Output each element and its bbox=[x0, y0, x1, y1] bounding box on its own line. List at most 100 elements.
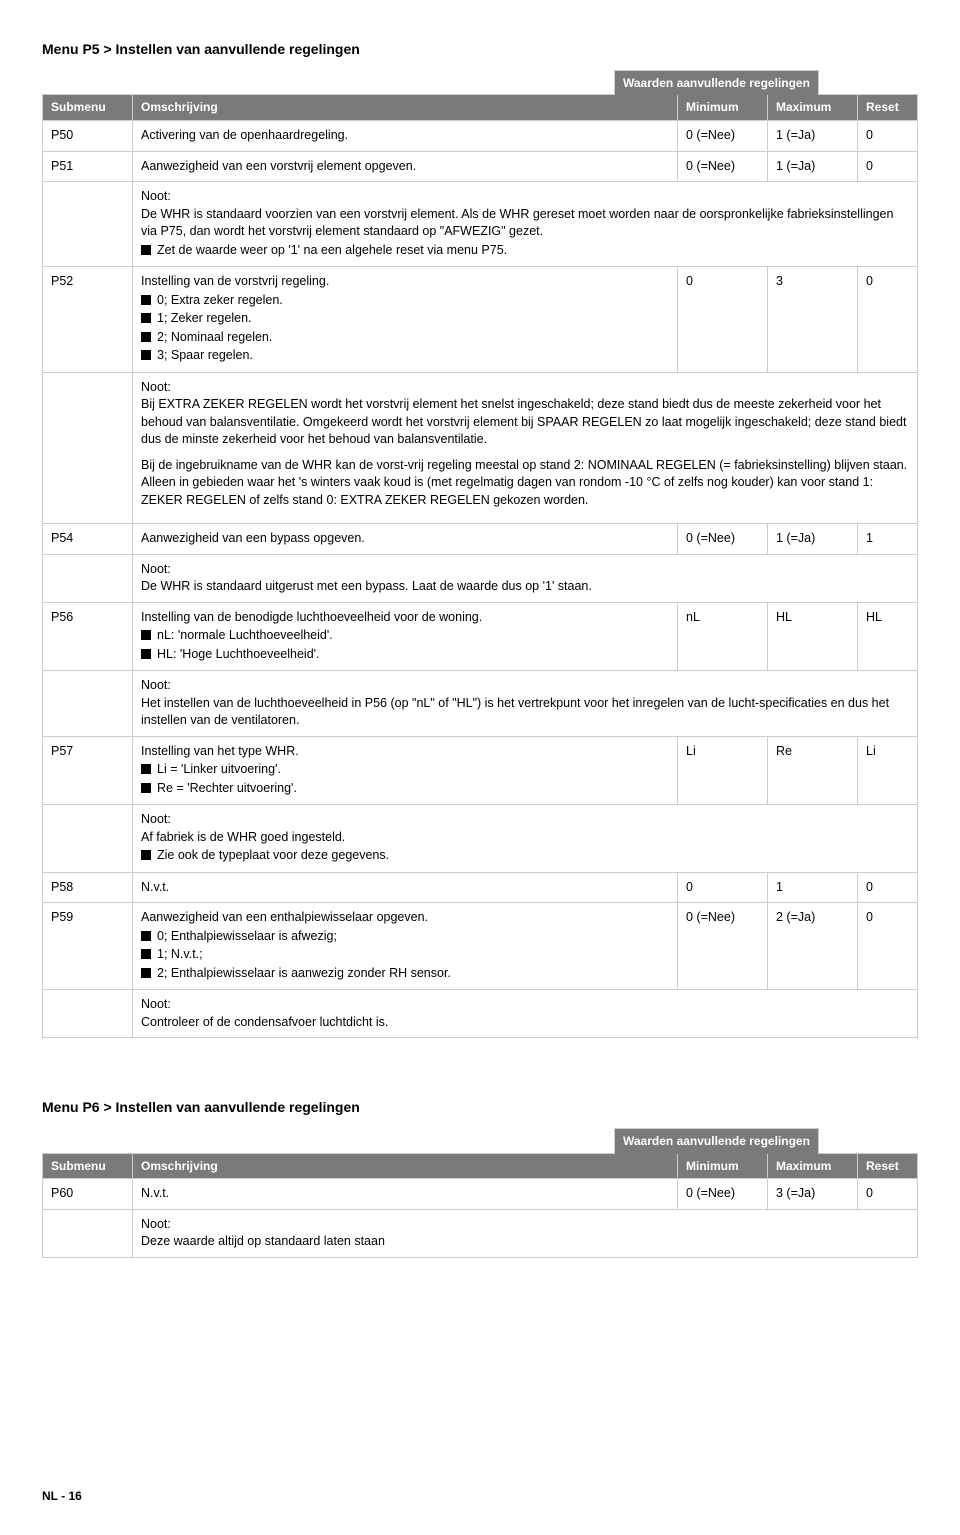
p52-b4: 3; Spaar regelen. bbox=[141, 347, 669, 365]
p6-waarden-wrap: Waarden aanvullende regelingen bbox=[614, 1128, 918, 1154]
p57-noot-b1: Zie ook de typeplaat voor deze gegevens. bbox=[141, 847, 909, 865]
p52-noot-body: Noot: Bij EXTRA ZEKER REGELEN wordt het … bbox=[133, 372, 918, 524]
p6-waarden-label: Waarden aanvullende regelingen bbox=[614, 1128, 819, 1154]
p56-noot-sub bbox=[43, 671, 133, 737]
p50-oms: Activering van de openhaardregeling. bbox=[133, 121, 678, 152]
p56-noot-label: Noot: bbox=[141, 677, 909, 695]
p54-min: 0 (=Nee) bbox=[678, 524, 768, 555]
p57-noot-t1: Af fabriek is de WHR goed ingesteld. bbox=[141, 829, 909, 847]
p59-b1: 0; Enthalpiewisselaar is afwezig; bbox=[141, 928, 669, 946]
p56-noot-t1: Het instellen van de luchthoeveelheid in… bbox=[141, 695, 909, 730]
row-p60: P60 N.v.t. 0 (=Nee) 3 (=Ja) 0 bbox=[43, 1179, 918, 1210]
p59-noot-label: Noot: bbox=[141, 996, 909, 1014]
hdr-reset: Reset bbox=[858, 95, 918, 121]
hdr-min: Minimum bbox=[678, 95, 768, 121]
row-p60-noot: Noot: Deze waarde altijd op standaard la… bbox=[43, 1209, 918, 1257]
p52-noot-label: Noot: bbox=[141, 379, 909, 397]
row-p56-noot: Noot: Het instellen van de luchthoeveelh… bbox=[43, 671, 918, 737]
p56-oms-text: Instelling van de benodigde luchthoeveel… bbox=[141, 609, 669, 627]
p58-reset: 0 bbox=[858, 872, 918, 903]
p60-min: 0 (=Nee) bbox=[678, 1179, 768, 1210]
p52-noot-sub bbox=[43, 372, 133, 524]
p50-min: 0 (=Nee) bbox=[678, 121, 768, 152]
p59-noot-t1: Controleer of de condensafvoer luchtdich… bbox=[141, 1014, 909, 1032]
p50-sub: P50 bbox=[43, 121, 133, 152]
p5-waarden-wrap: Waarden aanvullende regelingen bbox=[614, 70, 918, 96]
p60-sub: P60 bbox=[43, 1179, 133, 1210]
p51-noot-b1: Zet de waarde weer op '1' na een algehel… bbox=[141, 242, 909, 260]
p51-noot-label: Noot: bbox=[141, 188, 909, 206]
p52-oms: Instelling van de vorstvrij regeling. 0;… bbox=[133, 267, 678, 373]
row-p52-noot: Noot: Bij EXTRA ZEKER REGELEN wordt het … bbox=[43, 372, 918, 524]
p52-noot-t2: Bij de ingebruikname van de WHR kan de v… bbox=[141, 457, 909, 510]
p57-sub: P57 bbox=[43, 736, 133, 805]
p56-max: HL bbox=[768, 602, 858, 671]
row-p51: P51 Aanwezigheid van een vorstvrij eleme… bbox=[43, 151, 918, 182]
row-p57-noot: Noot: Af fabriek is de WHR goed ingestel… bbox=[43, 805, 918, 873]
page-footer: NL - 16 bbox=[42, 1488, 918, 1505]
p57-max: Re bbox=[768, 736, 858, 805]
p59-max: 2 (=Ja) bbox=[768, 903, 858, 990]
p52-min: 0 bbox=[678, 267, 768, 373]
p5-waarden-label: Waarden aanvullende regelingen bbox=[614, 70, 819, 96]
p52-sub: P52 bbox=[43, 267, 133, 373]
p5-header-row: Submenu Omschrijving Minimum Maximum Res… bbox=[43, 95, 918, 121]
p54-noot-body: Noot: De WHR is standaard uitgerust met … bbox=[133, 554, 918, 602]
p50-max: 1 (=Ja) bbox=[768, 121, 858, 152]
p57-oms: Instelling van het type WHR. Li = 'Linke… bbox=[133, 736, 678, 805]
p57-reset: Li bbox=[858, 736, 918, 805]
p59-oms-text: Aanwezigheid van een enthalpiewisselaar … bbox=[141, 909, 669, 927]
p51-oms: Aanwezigheid van een vorstvrij element o… bbox=[133, 151, 678, 182]
p52-max: 3 bbox=[768, 267, 858, 373]
p58-max: 1 bbox=[768, 872, 858, 903]
p54-noot-t1: De WHR is standaard uitgerust met een by… bbox=[141, 578, 909, 596]
row-p54: P54 Aanwezigheid van een bypass opgeven.… bbox=[43, 524, 918, 555]
p54-max: 1 (=Ja) bbox=[768, 524, 858, 555]
row-p50: P50 Activering van de openhaardregeling.… bbox=[43, 121, 918, 152]
p54-noot-label: Noot: bbox=[141, 561, 909, 579]
p6-table: Submenu Omschrijving Minimum Maximum Res… bbox=[42, 1153, 918, 1258]
p52-b2: 1; Zeker regelen. bbox=[141, 310, 669, 328]
p57-b1: Li = 'Linker uitvoering'. bbox=[141, 761, 669, 779]
p6-header-row: Submenu Omschrijving Minimum Maximum Res… bbox=[43, 1153, 918, 1179]
p6-title: Menu P6 > Instellen van aanvullende rege… bbox=[42, 1098, 918, 1118]
row-p59: P59 Aanwezigheid van een enthalpiewissel… bbox=[43, 903, 918, 990]
p52-b3: 2; Nominaal regelen. bbox=[141, 329, 669, 347]
p56-reset: HL bbox=[858, 602, 918, 671]
row-p54-noot: Noot: De WHR is standaard uitgerust met … bbox=[43, 554, 918, 602]
p6-hdr-reset: Reset bbox=[858, 1153, 918, 1179]
p51-min: 0 (=Nee) bbox=[678, 151, 768, 182]
p51-sub: P51 bbox=[43, 151, 133, 182]
p5-table: Submenu Omschrijving Minimum Maximum Res… bbox=[42, 94, 918, 1038]
p60-noot-label: Noot: bbox=[141, 1216, 909, 1234]
p59-reset: 0 bbox=[858, 903, 918, 990]
p50-reset: 0 bbox=[858, 121, 918, 152]
section-p6: Menu P6 > Instellen van aanvullende rege… bbox=[42, 1098, 918, 1258]
p59-sub: P59 bbox=[43, 903, 133, 990]
p57-oms-text: Instelling van het type WHR. bbox=[141, 743, 669, 761]
p58-oms: N.v.t. bbox=[133, 872, 678, 903]
p60-noot-t1: Deze waarde altijd op standaard laten st… bbox=[141, 1233, 909, 1251]
row-p56: P56 Instelling van de benodigde luchthoe… bbox=[43, 602, 918, 671]
row-p59-noot: Noot: Controleer of de condensafvoer luc… bbox=[43, 990, 918, 1038]
p52-reset: 0 bbox=[858, 267, 918, 373]
p57-b2: Re = 'Rechter uitvoering'. bbox=[141, 780, 669, 798]
p5-title: Menu P5 > Instellen van aanvullende rege… bbox=[42, 40, 918, 60]
p56-b1: nL: 'normale Luchthoeveelheid'. bbox=[141, 627, 669, 645]
p59-oms: Aanwezigheid van een enthalpiewisselaar … bbox=[133, 903, 678, 990]
p60-noot-body: Noot: Deze waarde altijd op standaard la… bbox=[133, 1209, 918, 1257]
p51-reset: 0 bbox=[858, 151, 918, 182]
hdr-max: Maximum bbox=[768, 95, 858, 121]
row-p57: P57 Instelling van het type WHR. Li = 'L… bbox=[43, 736, 918, 805]
p59-noot-body: Noot: Controleer of de condensafvoer luc… bbox=[133, 990, 918, 1038]
p57-noot-label: Noot: bbox=[141, 811, 909, 829]
row-p58: P58 N.v.t. 0 1 0 bbox=[43, 872, 918, 903]
p56-noot-body: Noot: Het instellen van de luchthoeveelh… bbox=[133, 671, 918, 737]
p52-noot-t1: Bij EXTRA ZEKER REGELEN wordt het vorstv… bbox=[141, 396, 909, 449]
p6-hdr-min: Minimum bbox=[678, 1153, 768, 1179]
p54-sub: P54 bbox=[43, 524, 133, 555]
row-p52: P52 Instelling van de vorstvrij regeling… bbox=[43, 267, 918, 373]
p51-noot-body: Noot: De WHR is standaard voorzien van e… bbox=[133, 182, 918, 267]
p60-max: 3 (=Ja) bbox=[768, 1179, 858, 1210]
p58-min: 0 bbox=[678, 872, 768, 903]
